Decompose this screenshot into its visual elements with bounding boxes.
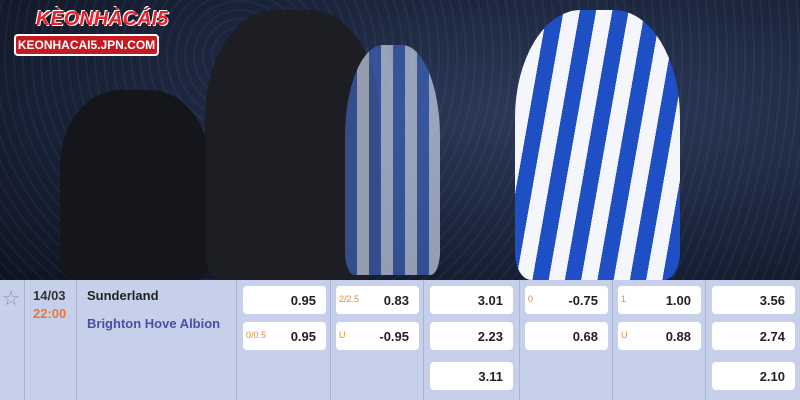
match-date: 14/03 bbox=[33, 288, 66, 303]
away-team[interactable]: Brighton Hove Albion bbox=[87, 316, 221, 331]
odds-value: 3.56 bbox=[759, 293, 785, 308]
odds-button[interactable]: U 0.88 bbox=[618, 322, 701, 350]
odds-button[interactable]: 0/0.5 0.95 bbox=[243, 322, 326, 350]
favorite-star-icon[interactable]: ☆ bbox=[2, 288, 20, 310]
logo: KÈONHÀCÁI5 KEONHACAI5.JPN.COM bbox=[14, 8, 169, 56]
handicap-label: 1 bbox=[621, 294, 627, 304]
odds-value: 1.00 bbox=[665, 293, 691, 308]
odds-value: 2.10 bbox=[759, 369, 785, 384]
odds-button[interactable]: 0.68 bbox=[525, 322, 608, 350]
odds-value: 3.01 bbox=[477, 293, 503, 308]
odds-button[interactable]: 3.11 bbox=[430, 362, 513, 390]
odds-button[interactable]: U -0.95 bbox=[336, 322, 419, 350]
player-dark-1 bbox=[60, 90, 210, 280]
odds-value: -0.95 bbox=[379, 329, 409, 344]
odds-button[interactable]: 1 1.00 bbox=[618, 286, 701, 314]
odds-value: 0.83 bbox=[383, 293, 409, 308]
player-blue-main bbox=[515, 10, 680, 280]
odds-value: 2.74 bbox=[759, 329, 785, 344]
logo-brand: KÈONHÀCÁI5 bbox=[36, 8, 169, 30]
odds-button[interactable]: 2.23 bbox=[430, 322, 513, 350]
match-photo: KÈONHÀCÁI5 KEONHACAI5.JPN.COM bbox=[0, 0, 800, 280]
odds-button[interactable]: 2/2.5 0.83 bbox=[336, 286, 419, 314]
handicap-label: U bbox=[339, 330, 346, 340]
handicap-label: U bbox=[621, 330, 628, 340]
odds-value: 0.68 bbox=[572, 329, 598, 344]
odds-button[interactable]: 3.01 bbox=[430, 286, 513, 314]
handicap-label: 2/2.5 bbox=[339, 294, 360, 304]
odds-button[interactable]: 0.95 bbox=[243, 286, 326, 314]
odds-button[interactable]: 2.74 bbox=[712, 322, 795, 350]
match-time: 22:00 bbox=[33, 306, 67, 321]
odds-value: -0.75 bbox=[568, 293, 598, 308]
player-blue-bg bbox=[345, 45, 440, 275]
odds-value: 0.88 bbox=[665, 329, 691, 344]
home-team[interactable]: Sunderland bbox=[87, 288, 159, 303]
odds-value: 3.11 bbox=[478, 369, 503, 384]
logo-site: KEONHACAI5.JPN.COM bbox=[14, 34, 159, 56]
odds-button[interactable]: 3.56 bbox=[712, 286, 795, 314]
odds-button[interactable]: 0 -0.75 bbox=[525, 286, 608, 314]
odds-button[interactable]: 2.10 bbox=[712, 362, 795, 390]
odds-table: ☆ 14/03 22:00 Sunderland Brighton Hove A… bbox=[0, 280, 800, 400]
handicap-label: 0/0.5 bbox=[246, 330, 267, 340]
odds-value: 2.23 bbox=[477, 329, 503, 344]
handicap-label: 0 bbox=[528, 294, 534, 304]
odds-value: 0.95 bbox=[290, 329, 316, 344]
odds-value: 0.95 bbox=[290, 293, 316, 308]
